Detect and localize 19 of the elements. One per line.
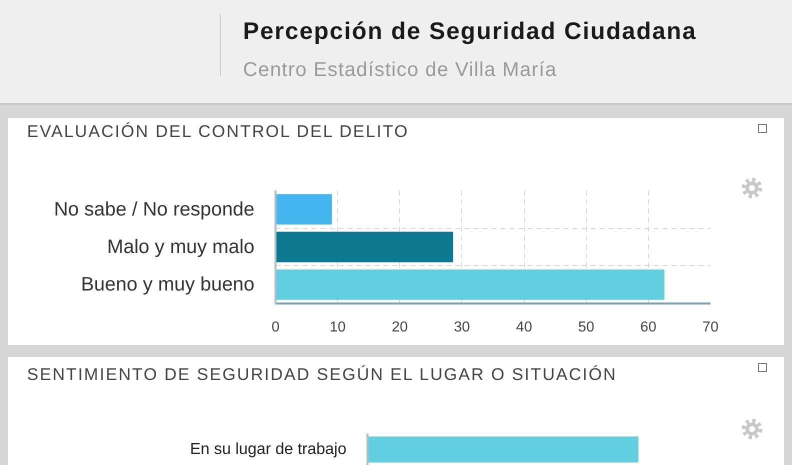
x-tick-label: 20 (392, 320, 408, 336)
x-tick-label: 10 (330, 320, 346, 336)
x-tick-label: 40 (516, 320, 532, 336)
text: Centro Estadístico de Villa María (243, 58, 557, 83)
y-tick-label: No sabe / No responde (54, 198, 255, 220)
x-tick-label: 50 (578, 320, 594, 336)
y-tick-label: Bueno y muy bueno (81, 274, 255, 296)
bar (276, 232, 454, 262)
text: Percepción de Seguridad Ciudadana (243, 17, 697, 47)
y-tick-label: En su lugar de trabajo (190, 441, 347, 458)
chart-title: EVALUACIÓN DEL CONTROL DEL DELITO (27, 121, 409, 143)
chart-title: SENTIMIENTO DE SEGURIDAD SEGÚN EL LUGAR O SITUACIÓN (27, 364, 617, 386)
bar (276, 194, 332, 225)
bar (276, 269, 664, 300)
x-tick-label: 0 (271, 320, 280, 336)
x-tick-label: 70 (702, 320, 719, 336)
y-tick-label: Malo y muy malo (107, 236, 255, 258)
x-tick-label: 60 (640, 320, 656, 336)
x-tick-label: 30 (454, 320, 470, 336)
